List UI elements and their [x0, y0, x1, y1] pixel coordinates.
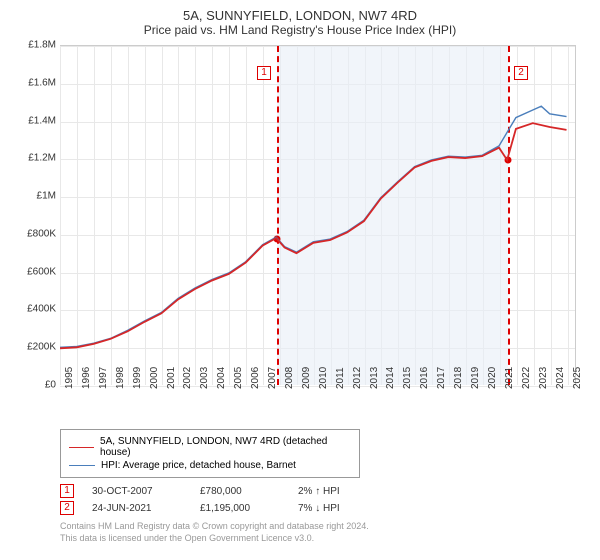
x-axis-label: 2010 — [318, 367, 329, 389]
x-axis-label: 2008 — [284, 367, 295, 389]
y-axis-label: £1M — [37, 191, 56, 202]
x-axis-label: 2017 — [436, 367, 447, 389]
x-axis-label: 2005 — [233, 367, 244, 389]
y-axis-label: £1.6M — [28, 77, 56, 88]
x-axis-label: 2011 — [335, 367, 346, 389]
y-axis-label: £800K — [27, 228, 56, 239]
footer-line: Contains HM Land Registry data © Crown c… — [60, 521, 588, 533]
x-axis-label: 2000 — [149, 367, 160, 389]
y-axis-label: £1.4M — [28, 115, 56, 126]
x-axis-label: 2020 — [487, 367, 498, 389]
legend-label: 5A, SUNNYFIELD, LONDON, NW7 4RD (detache… — [100, 436, 351, 458]
x-axis-label: 1996 — [81, 367, 92, 389]
y-axis-label: £200K — [27, 342, 56, 353]
x-axis-label: 1997 — [98, 367, 109, 389]
x-axis-label: 2009 — [301, 367, 312, 389]
x-axis-label: 2004 — [216, 367, 227, 389]
x-axis-label: 2001 — [166, 367, 177, 389]
sale-row: 2 24-JUN-2021 £1,195,000 7% ↓ HPI — [60, 501, 588, 515]
y-axis-label: £400K — [27, 304, 56, 315]
sales-table: 1 30-OCT-2007 £780,000 2% ↑ HPI 2 24-JUN… — [60, 484, 588, 515]
sale-delta: 2% ↑ HPI — [298, 486, 340, 497]
x-axis-label: 2016 — [419, 367, 430, 389]
x-axis-label: 2014 — [385, 367, 396, 389]
y-axis-label: £0 — [45, 380, 56, 391]
legend: 5A, SUNNYFIELD, LONDON, NW7 4RD (detache… — [60, 429, 360, 478]
x-axis-label: 2023 — [538, 367, 549, 389]
chart-title: 5A, SUNNYFIELD, LONDON, NW7 4RD — [12, 8, 588, 23]
plot-region: 12 — [60, 45, 576, 385]
x-axis-label: 2003 — [199, 367, 210, 389]
x-axis-label: 2024 — [555, 367, 566, 389]
x-axis-label: 2018 — [453, 367, 464, 389]
x-axis-label: 2002 — [182, 367, 193, 389]
chart-subtitle: Price paid vs. HM Land Registry's House … — [12, 23, 588, 37]
chart-container: 5A, SUNNYFIELD, LONDON, NW7 4RD Price pa… — [0, 0, 600, 560]
x-axis-label: 2012 — [352, 367, 363, 389]
x-axis-label: 2019 — [470, 367, 481, 389]
x-axis-label: 2025 — [572, 367, 583, 389]
legend-swatch — [69, 447, 94, 448]
line-series — [60, 106, 567, 347]
x-axis-label: 2007 — [267, 367, 278, 389]
x-axis-label: 2015 — [402, 367, 413, 389]
sale-marker: 1 — [60, 484, 74, 498]
x-axis-label: 2006 — [250, 367, 261, 389]
sale-price: £1,195,000 — [200, 503, 280, 514]
x-axis-label: 1999 — [132, 367, 143, 389]
legend-item: HPI: Average price, detached house, Barn… — [69, 460, 351, 471]
y-axis-label: £1.8M — [28, 40, 56, 51]
x-axis-label: 2022 — [521, 367, 532, 389]
x-axis-label: 2021 — [504, 367, 515, 389]
y-axis-label: £600K — [27, 266, 56, 277]
sale-date: 30-OCT-2007 — [92, 486, 182, 497]
sale-marker: 2 — [60, 501, 74, 515]
legend-item: 5A, SUNNYFIELD, LONDON, NW7 4RD (detache… — [69, 436, 351, 458]
chart-area: 12 £0 £200K £400K £600K £800K £1M £1.2M £1.4M £1… — [12, 45, 588, 425]
footer: Contains HM Land Registry data © Crown c… — [60, 521, 588, 544]
sale-delta: 7% ↓ HPI — [298, 503, 340, 514]
x-axis-label: 1998 — [115, 367, 126, 389]
y-axis-label: £1.2M — [28, 153, 56, 164]
x-axis-label: 2013 — [369, 367, 380, 389]
sale-price: £780,000 — [200, 486, 280, 497]
footer-line: This data is licensed under the Open Gov… — [60, 533, 588, 545]
sale-date: 24-JUN-2021 — [92, 503, 182, 514]
sale-row: 1 30-OCT-2007 £780,000 2% ↑ HPI — [60, 484, 588, 498]
x-axis-label: 1995 — [64, 367, 75, 389]
legend-label: HPI: Average price, detached house, Barn… — [101, 460, 296, 471]
legend-swatch — [69, 465, 95, 466]
line-series — [60, 123, 567, 348]
